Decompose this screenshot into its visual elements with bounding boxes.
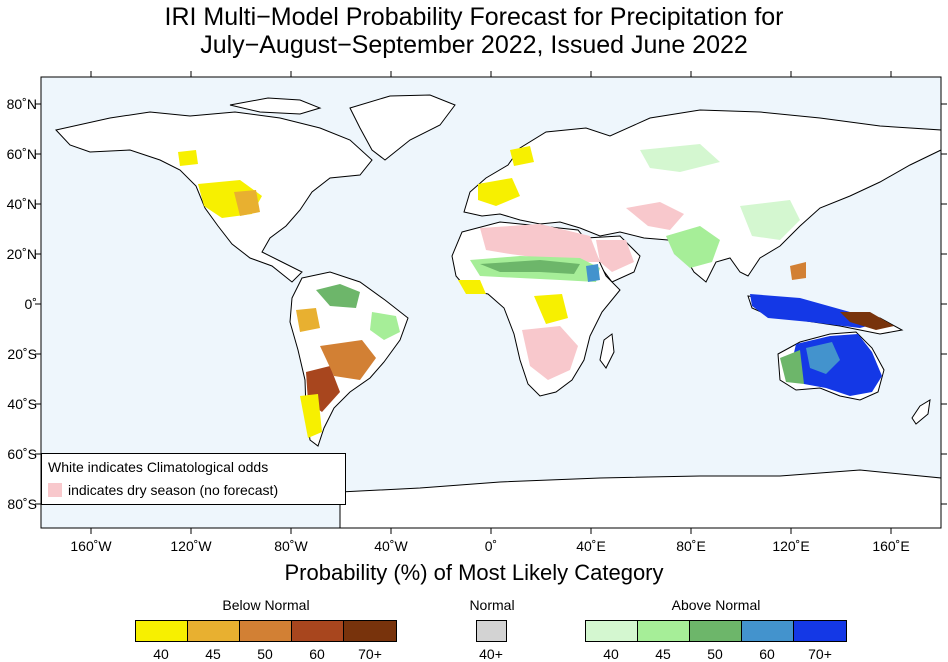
below-swatch-40: [135, 620, 188, 642]
dry-season-swatch: [48, 483, 62, 497]
above-tick-50: 50: [707, 646, 723, 662]
lat-label-60s: 60˚S: [7, 446, 37, 462]
above-normal-label: Above Normal: [671, 597, 761, 613]
lat-label-40s: 40˚S: [7, 396, 37, 412]
lat-label-0: 0˚: [24, 296, 37, 312]
forecast-shading: [178, 144, 894, 438]
below-swatch-45: [187, 620, 240, 642]
lat-label-80s: 80˚S: [7, 496, 37, 512]
below-swatch-70: [343, 620, 397, 642]
below-tick-70: 70+: [358, 646, 382, 662]
land-new-zealand: [911, 399, 931, 425]
lon-label-120w: 120˚W: [170, 538, 212, 554]
lat-label-40n: 40˚N: [6, 196, 37, 212]
australia-green: [780, 350, 804, 384]
normal-tick-40: 40+: [479, 646, 503, 662]
lat-label-20s: 20˚S: [7, 346, 37, 362]
india-green: [666, 226, 720, 268]
philippines-brown: [840, 312, 894, 330]
lon-label-40w: 40˚W: [374, 538, 408, 554]
lon-label-160w: 160˚W: [70, 538, 112, 554]
below-normal-label: Below Normal: [222, 597, 310, 613]
china-green: [740, 200, 800, 240]
japan-orange: [790, 262, 806, 280]
australia-mid-blue: [806, 342, 840, 374]
colorbar-title: Probability (%) of Most Likely Category: [284, 560, 664, 585]
above-swatch-60: [741, 620, 794, 642]
amazon-green: [316, 284, 360, 308]
brazil-east-green: [370, 312, 400, 340]
europe-yellow: [478, 178, 520, 206]
lat-label-60n: 60˚N: [6, 146, 37, 162]
map-legend: White indicates Climatological odds indi…: [41, 453, 346, 505]
siberia-green: [640, 144, 720, 172]
southam-yellow: [300, 394, 322, 438]
below-swatch-50: [239, 620, 292, 642]
africa-yellow: [534, 294, 568, 324]
above-swatch-70: [793, 620, 847, 642]
below-tick-60: 60: [309, 646, 325, 662]
below-tick-45: 45: [205, 646, 221, 662]
dry-season-areas: [480, 202, 684, 380]
lon-label-0: 0˚: [484, 538, 498, 554]
land-eurasia: [463, 109, 942, 283]
land-arctic-islands: [229, 97, 322, 115]
above-swatch-40: [585, 620, 638, 642]
below-swatch-60: [291, 620, 344, 642]
lon-ticks: [90, 71, 892, 534]
ethiopia-blue: [586, 264, 600, 282]
lon-label-40e: 40˚E: [576, 538, 606, 554]
west-africa-yellow: [458, 280, 486, 294]
above-swatch-45: [637, 620, 690, 642]
below-tick-50: 50: [257, 646, 273, 662]
lat-label-20n: 20˚N: [6, 246, 37, 262]
brazil-yellow: [296, 308, 320, 332]
legend-dry-season-text: indicates dry season (no forecast): [68, 482, 279, 498]
below-tick-40: 40: [153, 646, 169, 662]
lat-ticks: [35, 103, 947, 505]
lon-label-80w: 80˚W: [274, 538, 308, 554]
map-title-line2: July−August−September 2022, Issued June …: [200, 31, 748, 59]
above-tick-40: 40: [603, 646, 619, 662]
above-tick-45: 45: [655, 646, 671, 662]
above-swatch-50: [689, 620, 742, 642]
usa-orange: [234, 190, 260, 216]
map-title-line1: IRI Multi−Model Probability Forecast for…: [164, 3, 784, 31]
normal-label: Normal: [469, 597, 515, 613]
land-greenland: [349, 94, 456, 161]
lon-label-160e: 160˚E: [872, 538, 910, 554]
lon-label-120e: 120˚E: [772, 538, 810, 554]
sahel-dark-green: [480, 260, 580, 274]
lat-label-80n: 80˚N: [6, 96, 37, 112]
scandinavia-yellow: [510, 146, 534, 166]
land-madagascar: [599, 333, 615, 369]
legend-climatology-text: White indicates Climatological odds: [48, 459, 269, 475]
above-tick-60: 60: [759, 646, 775, 662]
normal-swatch-40: [476, 620, 507, 642]
argentina-orange: [320, 340, 376, 380]
lon-label-80e: 80˚E: [676, 538, 706, 554]
alaska-yellow: [178, 150, 198, 166]
above-tick-70: 70+: [808, 646, 832, 662]
